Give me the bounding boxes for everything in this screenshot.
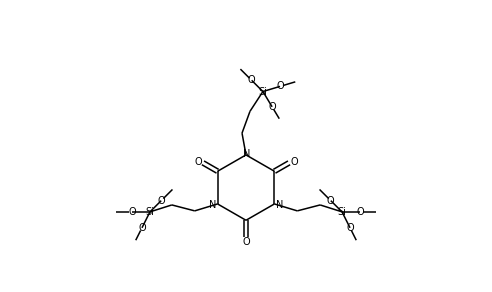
Text: N: N xyxy=(209,200,216,210)
Text: O: O xyxy=(248,75,255,85)
Text: N: N xyxy=(244,149,251,159)
Text: O: O xyxy=(138,223,146,233)
Text: O: O xyxy=(242,237,250,247)
Text: O: O xyxy=(346,223,354,233)
Text: O: O xyxy=(290,157,298,167)
Text: O: O xyxy=(327,196,335,206)
Text: Si: Si xyxy=(258,86,267,97)
Text: Si: Si xyxy=(338,207,346,217)
Text: O: O xyxy=(128,207,136,217)
Text: O: O xyxy=(157,196,165,206)
Text: N: N xyxy=(276,200,283,210)
Text: Si: Si xyxy=(146,207,154,217)
Text: O: O xyxy=(356,207,364,217)
Text: O: O xyxy=(268,102,276,112)
Text: O: O xyxy=(194,157,202,167)
Text: O: O xyxy=(276,81,284,91)
